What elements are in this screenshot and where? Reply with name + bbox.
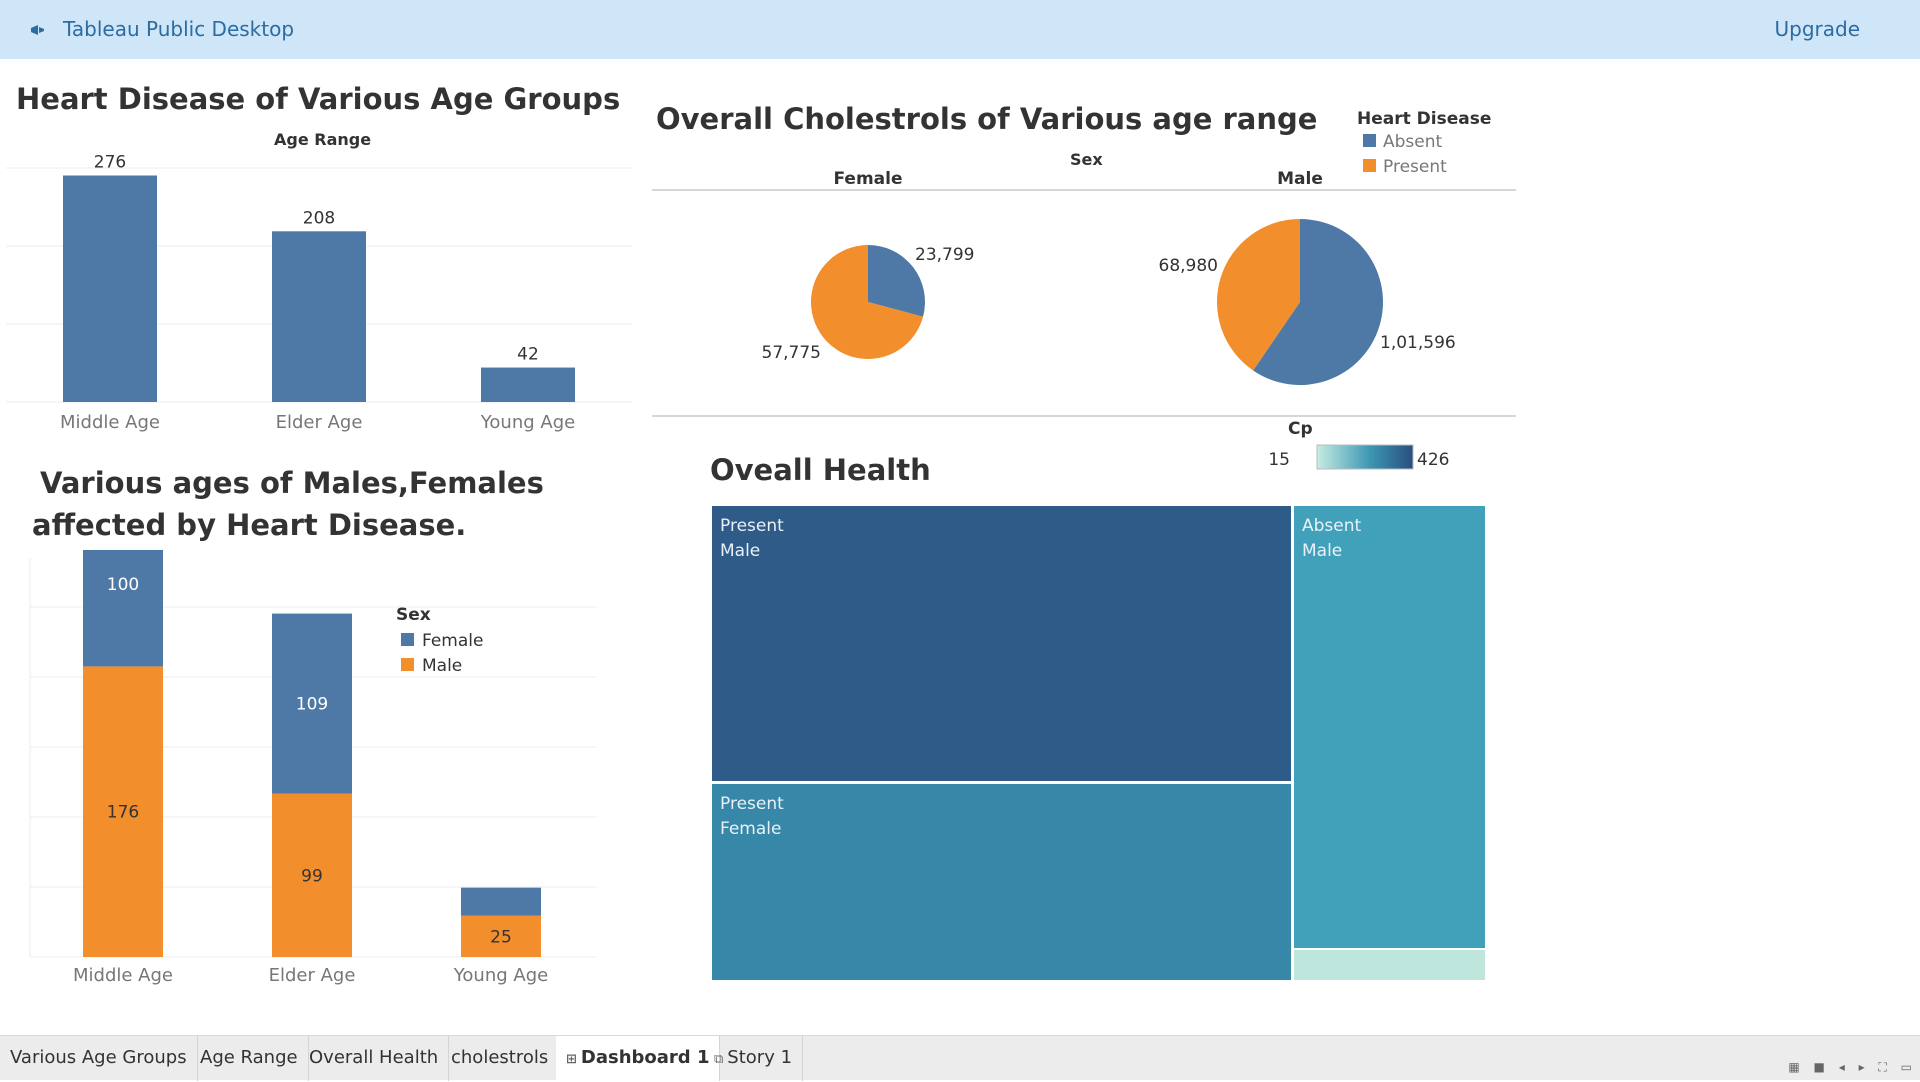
story-icon: ⧉ (714, 1052, 724, 1067)
bar-young-age[interactable] (481, 367, 575, 402)
tab-label: Story 1 (727, 1047, 793, 1068)
tab-overall-health[interactable]: Overall Health (299, 1036, 450, 1081)
tab-cholestrols[interactable]: cholestrols (441, 1036, 560, 1081)
bar-segment-female[interactable] (461, 887, 541, 916)
bar-elder-age[interactable] (272, 231, 366, 402)
bar-segment-male[interactable] (272, 793, 352, 957)
legend-item-male: Male (422, 656, 462, 676)
pie-slice-male-present[interactable] (1217, 219, 1300, 371)
pie-slice-male-absent[interactable] (1253, 219, 1383, 385)
treemap-cell-label: Absent (1302, 516, 1362, 536)
bar-value-label: 42 (517, 345, 539, 365)
tableau-logo-icon (31, 25, 44, 35)
pie-value-label: 57,775 (762, 343, 821, 363)
tab-dashboard-1[interactable]: ⊞ Dashboard 1 (556, 1036, 721, 1081)
sheet-tab-bar: Various Age Groups Age Range Overall Healt… (0, 1035, 1920, 1081)
color-legend-max: 426 (1417, 450, 1449, 470)
chart1-title: Heart Disease of Various Age Groups (16, 82, 621, 116)
tab-story-1[interactable]: ⧉ Story 1 (704, 1036, 804, 1081)
pie-value-label: 68,980 (1159, 256, 1218, 276)
next-icon[interactable]: ▸ (1858, 1060, 1865, 1074)
chart3-title: Overall Cholestrols of Various age range (656, 102, 1318, 136)
tab-label: Age Range (200, 1047, 298, 1068)
dashboard-icon: ⊞ (566, 1052, 577, 1067)
x-tick-label: Elder Age (276, 412, 363, 433)
prev-icon[interactable]: ◂ (1838, 1060, 1845, 1074)
x-tick-label: Young Age (480, 412, 575, 433)
tab-label: Overall Health (309, 1047, 439, 1068)
bar-value-label: 208 (303, 208, 335, 228)
pie-header-female: Female (834, 169, 903, 189)
bar-segment-female[interactable] (83, 550, 163, 667)
legend-swatch-absent[interactable] (1363, 134, 1376, 147)
bar-segment-male[interactable] (83, 666, 163, 957)
treemap-cell[interactable] (712, 784, 1291, 980)
chart4-title: Oveall Health (710, 453, 931, 487)
tab-age-range[interactable]: Age Range (190, 1036, 309, 1081)
treemap-cell-label: Female (720, 819, 781, 839)
treemap-cell-label: Present (720, 516, 784, 536)
present-icon[interactable]: ▭ (1900, 1060, 1912, 1074)
filmstrip-icon[interactable]: ■ (1813, 1060, 1825, 1074)
chart1-bar-chart: 276 Middle Age 208 Elder Age 42 Young Age (6, 152, 632, 433)
male-value-label: 176 (107, 803, 139, 823)
chart2-title-line2: affected by Heart Disease. (32, 508, 467, 542)
x-tick-label: Young Age (453, 965, 548, 986)
male-value-label: 25 (490, 927, 512, 947)
bar-segment-female[interactable] (272, 613, 352, 794)
female-value-label: 100 (107, 575, 139, 595)
treemap-cell-label: Male (720, 541, 760, 561)
fullscreen-icon[interactable]: ⛶ (1878, 1060, 1887, 1074)
upgrade-button[interactable]: Upgrade (1774, 17, 1860, 41)
pie-value-label: 23,799 (915, 245, 974, 265)
pie-slice-female-present[interactable] (811, 245, 924, 359)
legend-item-absent: Absent (1383, 132, 1443, 152)
bar-middle-age[interactable] (63, 175, 157, 402)
bar-value-label: 276 (94, 152, 126, 172)
tab-various-age-groups[interactable]: Various Age Groups (0, 1036, 198, 1081)
legend-item-present: Present (1383, 157, 1447, 177)
legend-swatch-female[interactable] (401, 633, 414, 646)
tab-label: Various Age Groups (10, 1047, 187, 1068)
treemap-cell[interactable] (1294, 506, 1485, 948)
color-legend-bar (1316, 444, 1414, 470)
legend-title: Heart Disease (1357, 109, 1491, 129)
treemap-cell-label: Male (1302, 541, 1342, 561)
pie-header-male: Male (1277, 169, 1323, 189)
treemap-cell[interactable] (1294, 950, 1485, 980)
bar-segment-male[interactable] (461, 915, 541, 957)
chart2-title-line1: Various ages of Males,Females (40, 466, 544, 500)
legend-swatch-male[interactable] (401, 658, 414, 671)
color-legend-title: Cp (1288, 419, 1313, 439)
male-value-label: 99 (301, 866, 323, 886)
legend-item-female: Female (422, 631, 483, 651)
chart4-treemap[interactable]: Cp 15 426 Present Male Present Female Absent Mal… (700, 415, 1500, 985)
color-legend-min: 15 (1268, 450, 1290, 470)
pie-value-label: 1,01,596 (1380, 333, 1456, 353)
female-value-label: 109 (296, 695, 328, 715)
tab-label: Dashboard 1 (580, 1047, 710, 1068)
treemap-cell[interactable] (712, 506, 1291, 781)
pie-slice-female-absent[interactable] (868, 245, 925, 317)
chart3-pie-charts[interactable]: Heart Disease Absent Present Female 23,799 57… (650, 100, 1520, 420)
legend-swatch-present[interactable] (1363, 159, 1376, 172)
grid-view-icon[interactable]: ▦ (1788, 1060, 1800, 1074)
chart1-axis-caption: Age Range (274, 130, 372, 149)
chart3-sex-caption: Sex (1070, 150, 1103, 169)
legend-title: Sex (396, 605, 431, 625)
app-title: Tableau Public Desktop (63, 17, 295, 41)
x-tick-label: Middle Age (60, 412, 160, 433)
treemap-cell-label: Present (720, 794, 784, 814)
chart2-stacked-bar-chart[interactable]: 176 100 Middle Age 99 109 Elder Age 25 Young Ag… (0, 550, 620, 990)
x-tick-label: Middle Age (73, 965, 173, 986)
tab-label: cholestrols (451, 1047, 549, 1068)
top-bar: Tableau Public Desktop Upgrade (0, 0, 1920, 59)
x-tick-label: Elder Age (269, 965, 356, 986)
status-icons: ▦ ■ ◂ ▸ ⛶ ▭ (1778, 1060, 1912, 1075)
